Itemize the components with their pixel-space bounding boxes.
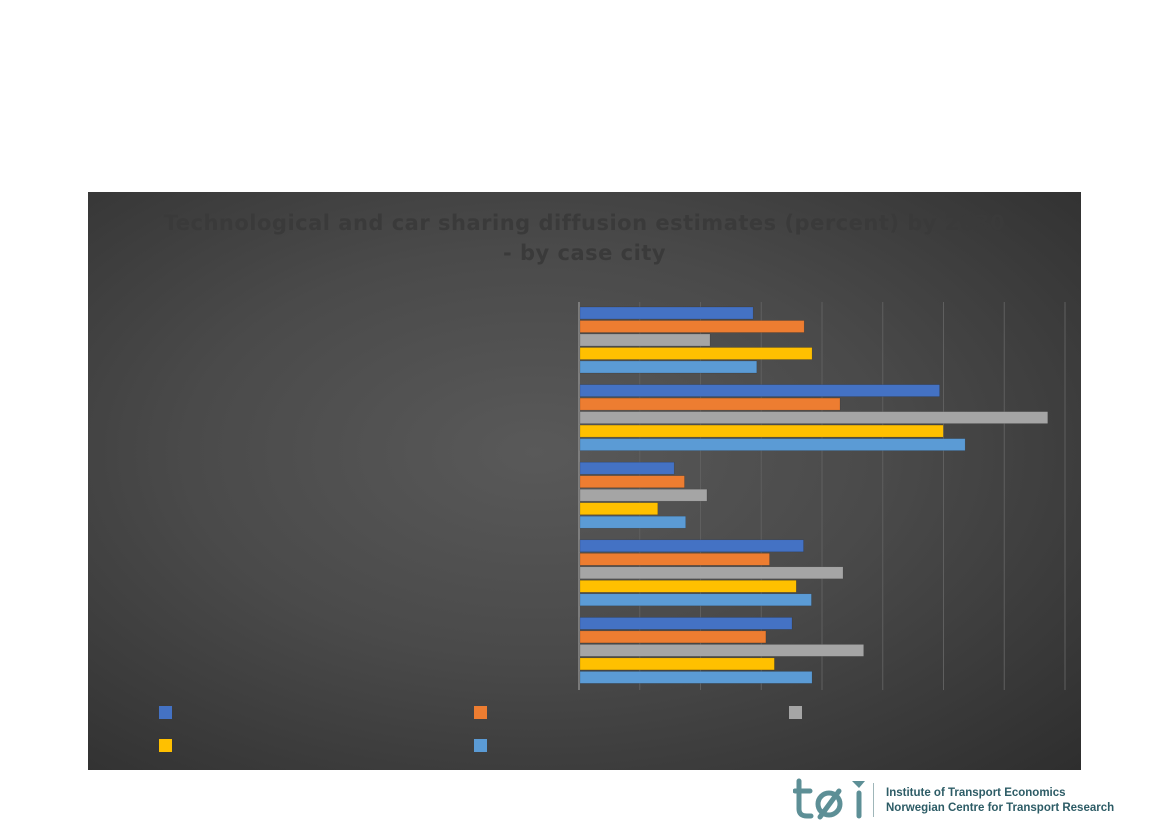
bar-series-4-category-1 — [579, 347, 813, 360]
bar-series-2-category-2 — [579, 397, 841, 411]
logo-divider — [873, 783, 874, 817]
bar-series-3-category-3 — [579, 488, 708, 502]
logo-text-line1: Institute of Transport Economics — [886, 787, 1066, 799]
toi-wordmark-icon — [793, 778, 865, 820]
legend-item — [474, 739, 495, 752]
bar-series-1-category-2 — [579, 384, 940, 397]
bar-series-2-category-1 — [579, 320, 805, 333]
legend-swatch — [789, 706, 802, 719]
bar-series-1-category-4 — [579, 539, 804, 553]
bar-series-3-category-4 — [579, 566, 844, 580]
legend-swatch — [159, 706, 172, 719]
legend-swatch — [474, 706, 487, 719]
bar-series-2-category-4 — [579, 553, 770, 566]
chart-panel: Technological and car sharing diffusion … — [88, 192, 1081, 770]
bar-series-2-category-3 — [579, 475, 685, 488]
legend-item — [789, 706, 810, 719]
bar-series-2-category-5 — [579, 630, 767, 644]
bar-series-5-category-1 — [579, 360, 758, 374]
legend-item — [474, 706, 495, 719]
bar-series-4-category-3 — [579, 502, 659, 515]
bar-series-5-category-3 — [579, 515, 686, 529]
bar-chart-plot — [578, 302, 1066, 690]
bar-series-3-category-1 — [579, 333, 711, 347]
legend-item — [159, 706, 180, 719]
bar-series-4-category-4 — [579, 580, 797, 593]
legend-swatch — [474, 739, 487, 752]
bar-series-1-category-3 — [579, 461, 675, 475]
bar-series-1-category-5 — [579, 617, 793, 630]
toi-logo: Institute of Transport Economics Norwegi… — [793, 777, 1115, 821]
bar-series-3-category-2 — [579, 411, 1049, 424]
bar-series-4-category-2 — [579, 424, 944, 438]
legend-swatch — [159, 739, 172, 752]
chart-title: Technological and car sharing diffusion … — [163, 211, 1006, 265]
bar-series-5-category-5 — [579, 671, 813, 684]
bar-series-1-category-1 — [579, 306, 754, 320]
bar-series-3-category-5 — [579, 644, 864, 657]
bar-series-5-category-2 — [579, 438, 966, 451]
bar-series-5-category-4 — [579, 593, 812, 607]
legend-item — [159, 739, 180, 752]
bar-series-4-category-5 — [579, 657, 775, 671]
logo-text-line2: Norwegian Centre for Transport Research — [886, 802, 1115, 814]
